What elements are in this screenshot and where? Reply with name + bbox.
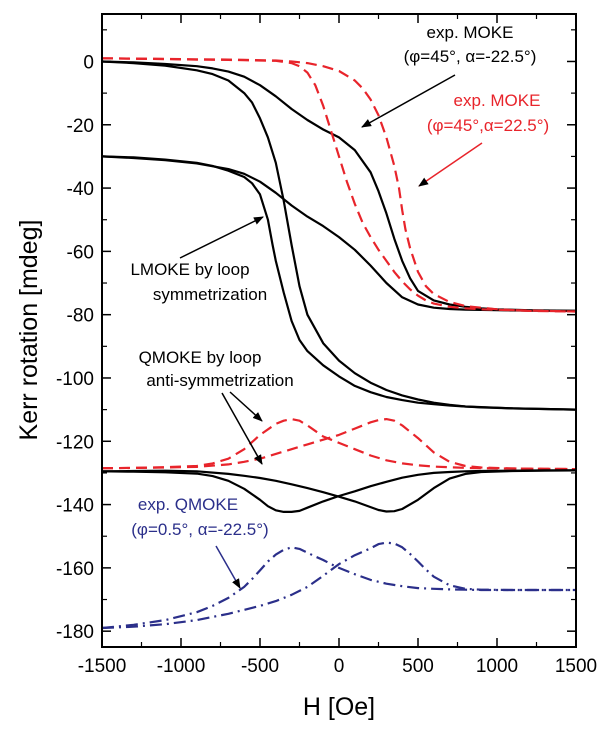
x-tick-label: -1500 bbox=[78, 656, 127, 677]
annotation-lmoke-line1: LMOKE by loop bbox=[130, 260, 249, 279]
series-line bbox=[101, 546, 576, 630]
series-layer bbox=[101, 57, 577, 630]
annotation-lmoke-line2: symmetrization bbox=[153, 285, 267, 304]
series-line bbox=[101, 57, 577, 313]
annotation-arrow bbox=[215, 545, 241, 589]
annotation-arrow bbox=[179, 216, 264, 259]
series-line bbox=[101, 469, 577, 513]
series-line bbox=[101, 418, 577, 471]
x-tick-label: 1000 bbox=[476, 656, 518, 677]
annotation-exp-moke-red-line1: exp. MOKE bbox=[454, 91, 541, 110]
annotation-exp-moke-black-line1: exp. MOKE bbox=[427, 23, 514, 42]
series-line bbox=[101, 541, 576, 630]
x-tick-label: 500 bbox=[402, 656, 434, 677]
annotation-arrow bbox=[229, 391, 263, 422]
annotation-lmoke: LMOKE by loop symmetrization bbox=[130, 216, 267, 304]
series-line bbox=[101, 469, 576, 513]
y-tick-label: -180 bbox=[56, 622, 94, 643]
series-line bbox=[101, 418, 577, 471]
x-tick-label: -1000 bbox=[157, 656, 206, 677]
x-axis-title: H [Oe] bbox=[303, 693, 375, 721]
annotation-qmoke: QMOKE by loop anti-symmetrization bbox=[139, 348, 294, 465]
annotation-qmoke-line2: anti-symmetrization bbox=[146, 371, 293, 390]
y-axis-title: Kerr rotation [mdeg] bbox=[15, 220, 43, 441]
y-tick-label: -100 bbox=[56, 369, 94, 390]
annotation-exp-qmoke: exp. QMOKE (φ=0.5°, α=-22.5°) bbox=[131, 495, 269, 589]
annotation-arrow bbox=[418, 142, 483, 187]
y-tick-label: -60 bbox=[67, 242, 94, 263]
y-tick-label: -80 bbox=[67, 306, 94, 327]
annotation-arrow bbox=[361, 74, 456, 128]
annotation-exp-moke-red-line2: (φ=45°,α=22.5°) bbox=[427, 116, 549, 135]
y-tick-label: 0 bbox=[83, 52, 94, 73]
tick-layer: -1500 -1000 -500 0 500 1000 1500 0 -20 -40 -60 -80 -… bbox=[56, 14, 597, 677]
y-tick-label: -140 bbox=[56, 496, 94, 517]
series-line bbox=[101, 60, 577, 312]
series-line bbox=[101, 155, 577, 411]
y-tick-label: -160 bbox=[56, 559, 94, 580]
y-tick-label: -120 bbox=[56, 432, 94, 453]
y-tick-label: -20 bbox=[67, 116, 94, 137]
annotation-exp-qmoke-line1: exp. QMOKE bbox=[138, 495, 238, 514]
annotation-arrow bbox=[221, 392, 263, 465]
x-tick-label: -500 bbox=[241, 656, 279, 677]
annotation-qmoke-line1: QMOKE by loop bbox=[139, 348, 262, 367]
annotation-exp-qmoke-line2: (φ=0.5°, α=-22.5°) bbox=[131, 520, 268, 539]
y-tick-label: -40 bbox=[67, 179, 94, 200]
annotation-exp-moke-red: exp. MOKE (φ=45°,α=22.5°) bbox=[418, 91, 549, 187]
x-tick-label: 1500 bbox=[555, 656, 597, 677]
annotation-exp-moke-black: exp. MOKE (φ=45°, α=-22.5°) bbox=[361, 23, 537, 128]
annotation-exp-moke-black-line2: (φ=45°, α=-22.5°) bbox=[404, 47, 537, 66]
x-tick-label: 0 bbox=[334, 656, 345, 677]
